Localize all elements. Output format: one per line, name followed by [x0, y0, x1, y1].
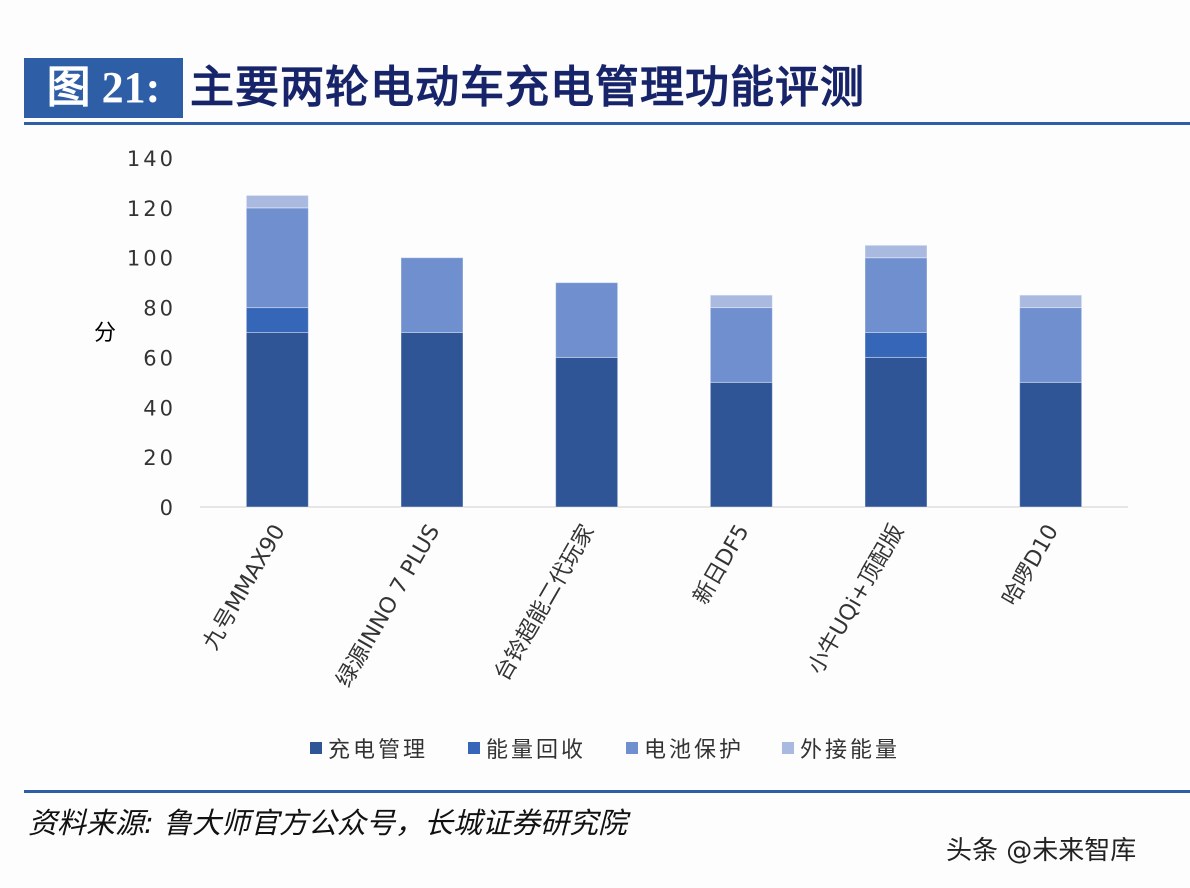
x-tick-label: 小牛UQi+顶配版: [804, 521, 910, 679]
title-divider: [24, 122, 1190, 125]
figure-label: 图 21:: [24, 58, 183, 118]
bar-segment: [245, 194, 309, 209]
y-tick-label: 80: [143, 297, 176, 321]
legend-swatch: [626, 742, 638, 754]
y-tick-label: 20: [143, 446, 176, 470]
bar-segment: [245, 307, 309, 334]
bar-segment: [245, 332, 309, 508]
x-tick-label: 九号MMAX90: [199, 521, 291, 655]
x-tick-label: 哈啰D10: [998, 521, 1064, 611]
y-tick-label: 0: [160, 496, 176, 520]
legend-swatch: [468, 742, 480, 754]
x-tick-label: 绿源INNO 7 PLUS: [332, 521, 445, 692]
bar-segment: [709, 294, 773, 309]
bar-segment: [1019, 381, 1083, 508]
bar-segment: [1019, 307, 1083, 383]
bar-segment: [400, 332, 464, 508]
x-tick-label: 台铃超能二代玩家: [490, 521, 600, 686]
legend-swatch: [782, 742, 794, 754]
y-tick-label: 100: [127, 247, 176, 271]
legend-label: 能量回收: [486, 738, 586, 763]
bar-segment: [709, 307, 773, 383]
page-title: 主要两轮电动车充电管理功能评测: [190, 62, 865, 113]
y-tick-label: 120: [127, 197, 176, 221]
source-note: 资料来源: 鲁大师官方公众号，长城证券研究院: [28, 806, 627, 840]
bar-segment: [400, 257, 464, 334]
legend-swatch: [310, 742, 322, 754]
bar-segment: [1019, 294, 1083, 309]
legend-label: 充电管理: [328, 738, 428, 763]
bar-segment: [864, 356, 928, 508]
bar-segment: [864, 257, 928, 334]
watermark: 头条 @未来智库: [946, 836, 1137, 866]
x-tick-label: 新日DF5: [689, 521, 754, 609]
legend-label: 外接能量: [800, 738, 900, 763]
bar-segment: [709, 381, 773, 508]
y-axis-label: 分: [94, 321, 116, 346]
bar-segment: [245, 207, 309, 309]
source-divider: [24, 790, 1190, 793]
bar-segment: [555, 356, 619, 508]
y-tick-label: 60: [143, 346, 176, 370]
bar-segment: [555, 282, 619, 358]
legend-label: 电池保护: [644, 738, 744, 763]
bar-segment: [864, 244, 928, 259]
y-tick-label: 140: [127, 147, 176, 171]
bar-segment: [864, 332, 928, 358]
y-tick-label: 40: [143, 396, 176, 420]
